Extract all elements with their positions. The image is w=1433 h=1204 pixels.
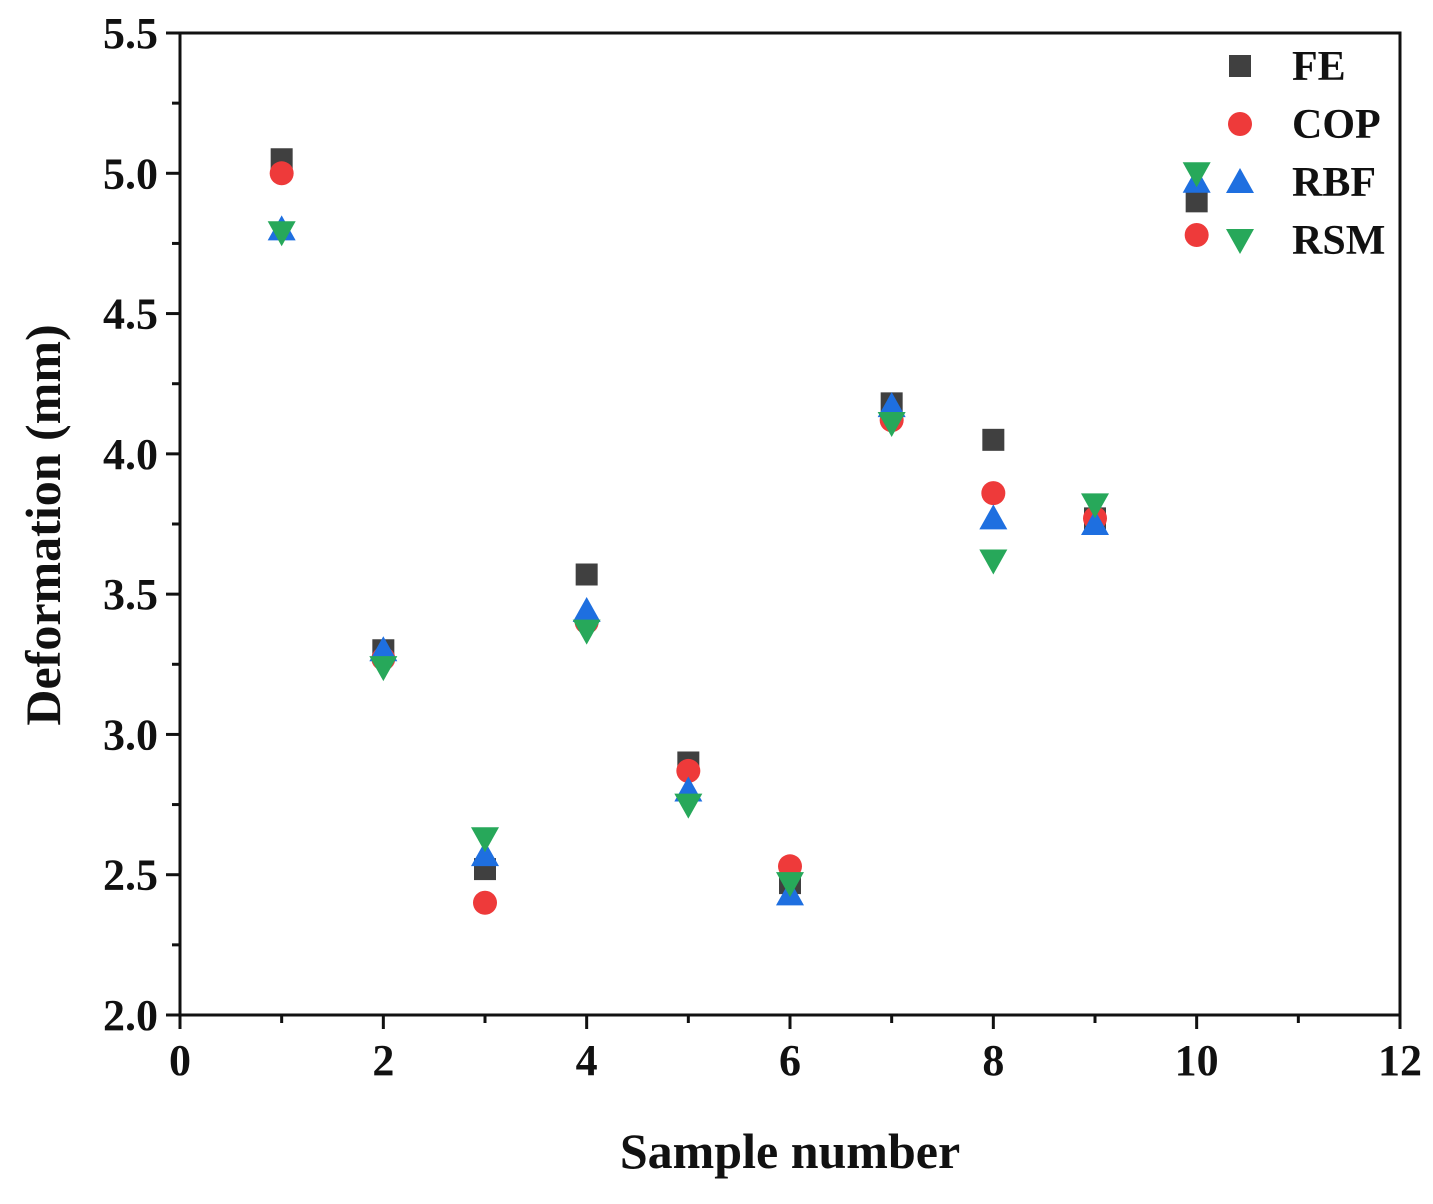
legend-item-rbf: RBF [1226,160,1376,206]
y-tick-label: 3.0 [103,710,158,759]
x-tick-label: 6 [779,1036,801,1085]
point-rbf [1081,510,1109,535]
point-rsm [471,827,499,853]
legend-label: RBF [1292,160,1376,206]
point-rbf [369,636,398,662]
point-fe [575,563,598,586]
x-tick-label: 2 [372,1036,394,1085]
x-tick-label: 4 [576,1036,598,1085]
point-rbf [877,392,906,418]
y-tick-label: 3.5 [103,570,158,619]
data-points [267,148,1211,915]
x-tick-label: 10 [1175,1036,1219,1085]
point-rsm [776,872,804,898]
point-cop [269,161,294,186]
y-tick-label: 5.0 [103,149,158,198]
y-axis-title: Deformation (mm) [15,324,71,725]
series-cop [269,161,1209,915]
x-tick-label: 8 [982,1036,1004,1085]
legend-item-rsm: RSM [1226,218,1385,264]
point-rbf [471,841,499,867]
series-rsm [267,162,1211,898]
axes: 0 2 4 6 8 10 12 2.0 2.5 3.0 3.5 4.0 4.5 5.0 5.5 [103,9,1422,1085]
y-tick-label: 5.5 [103,9,158,58]
legend-label: RSM [1292,218,1385,264]
point-cop [676,758,701,783]
series-rbf [267,167,1211,906]
y-tick-label: 2.5 [103,851,158,900]
point-rsm [979,549,1008,575]
legend-marker [1229,55,1251,77]
point-rsm [877,411,906,437]
point-rsm [1182,162,1211,188]
point-rsm [674,793,703,819]
point-rsm [1081,493,1109,519]
point-rsm [572,619,601,645]
legend-label: COP [1292,102,1381,148]
legend-marker [1226,229,1254,254]
series-fe [270,148,1208,895]
legend-item-fe: FE [1229,44,1346,90]
point-rbf [572,596,601,622]
x-tick-label: 12 [1378,1036,1422,1085]
y-tick-label: 4.0 [103,430,158,479]
point-fe [1185,190,1208,213]
y-tick-label: 4.5 [103,290,158,339]
legend-item-cop: COP [1228,102,1381,148]
x-axis-title: Sample number [620,1123,960,1179]
point-cop [981,481,1006,506]
point-rsm [369,656,398,682]
legend-marker [1226,168,1254,193]
point-cop [473,890,497,915]
point-rsm [267,221,296,247]
point-rbf [979,504,1008,530]
legend-label: FE [1292,44,1346,90]
legend-marker [1228,112,1252,136]
legend: FE COP RBF RSM [1226,44,1385,264]
y-tick-label: 2.0 [103,991,158,1040]
x-tick-label: 0 [169,1036,191,1085]
point-cop [1184,223,1209,248]
point-fe [982,428,1005,451]
